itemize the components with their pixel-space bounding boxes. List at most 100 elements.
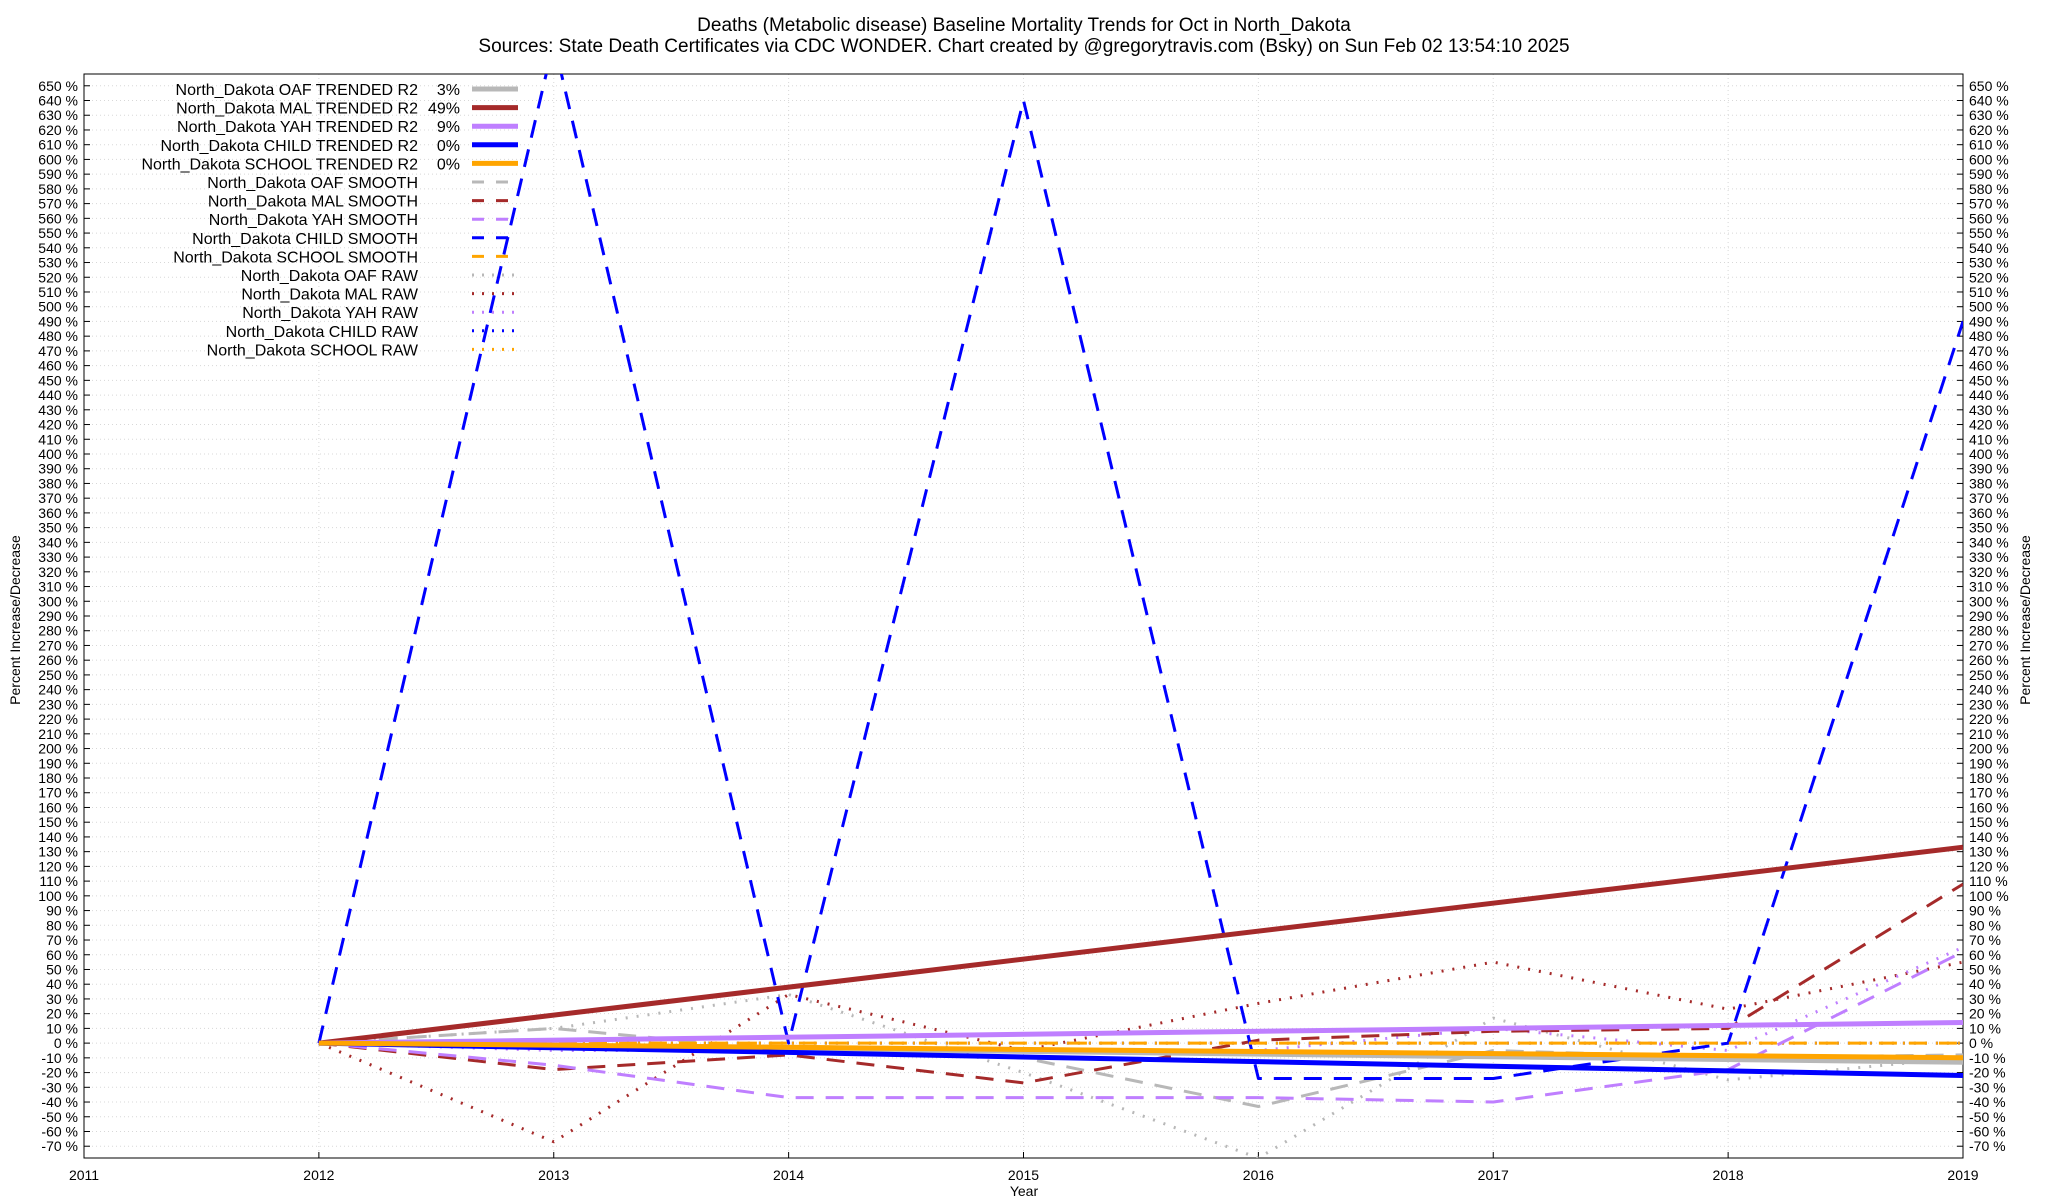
legend-label-11: North_Dakota MAL RAW (241, 287, 419, 304)
y-tick-label: 100 % (38, 888, 78, 904)
y2-tick-label: 210 % (1969, 726, 2009, 742)
y2-tick-label: 420 % (1969, 417, 2009, 433)
y2-tick-label: 610 % (1969, 137, 2009, 153)
y2-tick-label: 440 % (1969, 387, 2009, 403)
y2-tick-label: 620 % (1969, 122, 2009, 138)
y-tick-label: 370 % (38, 490, 78, 506)
y-tick-label: 490 % (38, 313, 78, 329)
y-tick-label: 290 % (38, 608, 78, 624)
y2-tick-label: 50 % (1969, 961, 2001, 977)
legend-label-9: North_Dakota SCHOOL SMOOTH (173, 249, 418, 266)
y-tick-label: -60 % (41, 1123, 78, 1139)
y2-tick-label: 600 % (1969, 151, 2009, 167)
y-tick-label: 300 % (38, 593, 78, 609)
chart-subtitle: Sources: State Death Certificates via CD… (478, 36, 1569, 57)
y2-tick-label: 120 % (1969, 858, 2009, 874)
y-tick-label: 120 % (38, 858, 78, 874)
y2-tick-label: 10 % (1969, 1020, 2001, 1036)
y2-tick-label: 470 % (1969, 343, 2009, 359)
y-tick-label: 160 % (38, 799, 78, 815)
y2-tick-label: 90 % (1969, 903, 2001, 919)
y-tick-label: 430 % (38, 402, 78, 418)
series-line-4 (318, 1040, 1963, 1061)
y-tick-label: 420 % (38, 417, 78, 433)
y-tick-label: 200 % (38, 741, 78, 757)
y2-tick-label: 430 % (1969, 402, 2009, 418)
y2-tick-label: 390 % (1969, 461, 2009, 477)
y2-tick-label: 320 % (1969, 564, 2009, 580)
y-tick-label: 530 % (38, 255, 78, 271)
y2-tick-label: 630 % (1969, 107, 2009, 123)
series-lines (317, 74, 1963, 1158)
y-tick-label: 110 % (39, 873, 78, 889)
y-tick-label: 450 % (38, 372, 78, 388)
y2-tick-label: 30 % (1969, 991, 2001, 1007)
y-tick-label: 400 % (38, 446, 78, 462)
y2-tick-label: 370 % (1969, 490, 2009, 506)
y2-tick-label: 510 % (1969, 284, 2009, 300)
y2-tick-label: 0 % (1969, 1035, 1993, 1051)
y-axis-label-right: Percent Increase/Decrease (2017, 535, 2033, 705)
y2-tick-label: -10 % (1969, 1050, 2006, 1066)
y-tick-label: 540 % (38, 240, 78, 256)
y2-tick-label: 450 % (1969, 372, 2009, 388)
y-tick-label: 510 % (38, 284, 78, 300)
legend-label-3: North_Dakota CHILD TRENDED R2 (160, 138, 418, 155)
legend-label-5: North_Dakota OAF SMOOTH (207, 175, 418, 192)
y-tick-label: 620 % (38, 122, 78, 138)
y2-tick-label: 100 % (1969, 888, 2009, 904)
y2-tick-label: 130 % (1969, 844, 2009, 860)
y2-tick-label: 360 % (1969, 505, 2009, 521)
axis-ticks: -70 % -70 %-60 % -60 %-50 % -50 %-40 % -40 %… (38, 73, 2009, 1183)
series-line-3 (318, 1040, 1963, 1078)
y2-tick-label: 570 % (1969, 196, 2009, 212)
y2-tick-label: 330 % (1969, 549, 2009, 565)
y2-tick-label: 60 % (1969, 947, 2001, 963)
y-axis-label-left: Percent Increase/Decrease (7, 535, 23, 705)
y2-tick-label: 140 % (1969, 829, 2009, 845)
y-tick-label: 470 % (38, 343, 78, 359)
y-tick-label: 270 % (38, 637, 78, 653)
plot-frame (83, 73, 1964, 1159)
y2-tick-label: 110 % (1969, 873, 2008, 889)
y-tick-label: 390 % (38, 461, 78, 477)
y2-tick-label: 550 % (1969, 225, 2009, 241)
y2-tick-label: 250 % (1969, 667, 2009, 683)
y-tick-label: 340 % (38, 534, 78, 550)
y-tick-label: 640 % (38, 93, 78, 109)
y2-tick-label: 20 % (1969, 1006, 2001, 1022)
y-tick-label: 180 % (38, 770, 78, 786)
y2-tick-label: 400 % (1969, 446, 2009, 462)
x-tick-label: 2018 (1713, 1167, 1744, 1183)
y-tick-label: 590 % (38, 166, 78, 182)
y2-tick-label: -50 % (1969, 1109, 2006, 1125)
x-tick-label: 2012 (303, 1167, 334, 1183)
y-tick-label: 250 % (38, 667, 78, 683)
y-tick-label: 550 % (38, 225, 78, 241)
y-tick-label: 610 % (38, 137, 78, 153)
y-tick-label: 0 % (54, 1035, 78, 1051)
legend-label-10: North_Dakota OAF RAW (241, 268, 419, 285)
y-tick-label: 320 % (38, 564, 78, 580)
y-tick-label: 440 % (38, 387, 78, 403)
y2-tick-label: 530 % (1969, 255, 2009, 271)
y-tick-label: 310 % (38, 579, 78, 595)
y2-tick-label: 240 % (1969, 682, 2009, 698)
y-tick-label: 60 % (46, 947, 78, 963)
y-tick-label: 350 % (38, 520, 78, 536)
y2-tick-label: 640 % (1969, 93, 2009, 109)
y2-tick-label: 230 % (1969, 696, 2009, 712)
x-tick-label: 2016 (1243, 1167, 1274, 1183)
y2-tick-label: 260 % (1969, 652, 2009, 668)
y-tick-label: 410 % (38, 431, 78, 447)
y2-tick-label: 80 % (1969, 917, 2001, 933)
y2-tick-label: -20 % (1969, 1065, 2006, 1081)
y2-tick-label: 170 % (1969, 785, 2009, 801)
y2-tick-label: 410 % (1969, 431, 2009, 447)
y2-tick-label: 350 % (1969, 520, 2009, 536)
y2-tick-label: 190 % (1969, 755, 2009, 771)
legend-label-2: North_Dakota YAH TRENDED R2 (177, 119, 418, 136)
y2-tick-label: 40 % (1969, 976, 2001, 992)
